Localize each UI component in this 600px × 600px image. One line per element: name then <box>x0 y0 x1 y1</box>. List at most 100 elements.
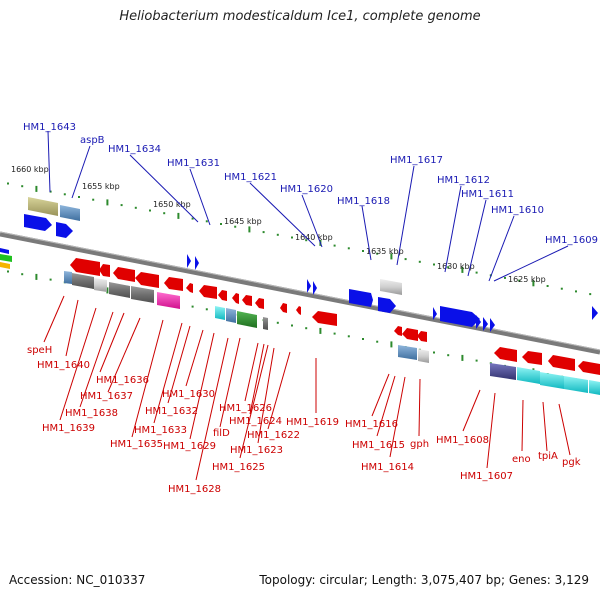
gene-block[interactable] <box>157 292 180 309</box>
gene-arrow[interactable] <box>56 222 73 238</box>
gene-label-HM1-1622[interactable]: HM1_1622 <box>247 430 300 441</box>
gene-arrow[interactable] <box>349 289 373 307</box>
gene-arrow[interactable] <box>187 254 191 268</box>
gene-label-HM1-1631[interactable]: HM1_1631 <box>167 158 220 169</box>
gene-arrow[interactable] <box>70 258 100 276</box>
gene-label-HM1-1626[interactable]: HM1_1626 <box>219 403 272 414</box>
gene-label-HM1-1621[interactable]: HM1_1621 <box>224 172 277 183</box>
gene-block[interactable] <box>0 262 10 269</box>
gene-arrow[interactable] <box>186 283 193 293</box>
gene-block[interactable] <box>263 317 268 330</box>
gene-block[interactable] <box>237 311 257 328</box>
gene-label-HM1-1635[interactable]: HM1_1635 <box>110 439 163 450</box>
gene-label-HM1-1623[interactable]: HM1_1623 <box>230 445 283 456</box>
reverse-strand-features <box>64 258 600 395</box>
gene-arrow[interactable] <box>99 264 110 277</box>
gene-arrow[interactable] <box>592 306 598 320</box>
gene-label-HM1-1640[interactable]: HM1_1640 <box>37 360 90 371</box>
gene-label-HM1-1611[interactable]: HM1_1611 <box>461 189 514 200</box>
gene-arrow[interactable] <box>476 315 481 329</box>
gene-label-HM1-1619[interactable]: HM1_1619 <box>286 417 339 428</box>
gene-arrow[interactable] <box>164 277 183 291</box>
gene-label-speH[interactable]: speH <box>27 345 52 356</box>
gene-arrow[interactable] <box>312 311 337 326</box>
gene-arrow[interactable] <box>378 297 396 313</box>
gene-arrow[interactable] <box>280 303 287 313</box>
gene-block[interactable] <box>109 282 130 298</box>
gene-arrow[interactable] <box>218 290 227 301</box>
gene-label-HM1-1637[interactable]: HM1_1637 <box>80 391 133 402</box>
gene-label-HM1-1615[interactable]: HM1_1615 <box>352 440 405 451</box>
gene-block[interactable] <box>380 279 402 295</box>
gene-block[interactable] <box>60 205 80 221</box>
gene-label-HM1-1643[interactable]: HM1_1643 <box>23 122 76 133</box>
gene-arrow[interactable] <box>232 293 239 304</box>
gene-label-eno[interactable]: eno <box>512 454 531 465</box>
gene-arrow[interactable] <box>242 295 252 306</box>
gene-arrow[interactable] <box>199 285 217 299</box>
gene-label-filD[interactable]: filD <box>213 428 230 439</box>
gene-arrow[interactable] <box>135 272 159 288</box>
gene-arrow[interactable] <box>433 307 437 320</box>
scale-label: 1640 kbp <box>295 233 333 242</box>
gene-block[interactable] <box>490 363 516 380</box>
gene-arrow[interactable] <box>0 248 9 254</box>
gene-label-HM1-1628[interactable]: HM1_1628 <box>168 484 221 495</box>
gene-label-HM1-1612[interactable]: HM1_1612 <box>437 175 490 186</box>
gene-block[interactable] <box>72 273 94 289</box>
gene-label-HM1-1624[interactable]: HM1_1624 <box>229 416 282 427</box>
gene-block[interactable] <box>94 278 107 292</box>
gene-arrow[interactable] <box>490 318 495 332</box>
gene-block[interactable] <box>226 308 236 323</box>
gene-label-HM1-1610[interactable]: HM1_1610 <box>491 205 544 216</box>
gene-arrow[interactable] <box>494 347 517 362</box>
gene-label-HM1-1607[interactable]: HM1_1607 <box>460 471 513 482</box>
gene-label-pgk[interactable]: pgk <box>562 457 581 468</box>
gene-block[interactable] <box>564 376 588 393</box>
gene-label-HM1-1608[interactable]: HM1_1608 <box>436 435 489 446</box>
gene-label-HM1-1620[interactable]: HM1_1620 <box>280 184 333 195</box>
gene-block[interactable] <box>517 367 540 384</box>
gene-label-HM1-1629[interactable]: HM1_1629 <box>163 441 216 452</box>
gene-label-gph[interactable]: gph <box>410 439 429 450</box>
gene-arrow[interactable] <box>296 306 301 315</box>
gene-arrow[interactable] <box>522 351 542 365</box>
gene-arrow[interactable] <box>313 281 317 295</box>
gene-arrow[interactable] <box>195 256 199 270</box>
gene-label-HM1-1630[interactable]: HM1_1630 <box>162 389 215 400</box>
gene-block[interactable] <box>540 372 564 389</box>
gene-label-HM1-1636[interactable]: HM1_1636 <box>96 375 149 386</box>
gene-label-HM1-1617[interactable]: HM1_1617 <box>390 155 443 166</box>
gene-arrow[interactable] <box>578 361 600 375</box>
gene-arrow[interactable] <box>113 267 135 282</box>
gene-block[interactable] <box>28 197 58 216</box>
gene-label-HM1-1639[interactable]: HM1_1639 <box>42 423 95 434</box>
gene-block[interactable] <box>131 286 154 303</box>
gene-label-HM1-1632[interactable]: HM1_1632 <box>145 406 198 417</box>
gene-label-HM1-1614[interactable]: HM1_1614 <box>361 462 414 473</box>
gene-block[interactable] <box>64 271 72 284</box>
gene-label-HM1-1625[interactable]: HM1_1625 <box>212 462 265 473</box>
gene-arrow[interactable] <box>548 355 575 371</box>
gene-block[interactable] <box>418 349 429 363</box>
gene-arrow[interactable] <box>417 331 427 342</box>
gene-arrow[interactable] <box>307 279 311 293</box>
gene-label-HM1-1618[interactable]: HM1_1618 <box>337 196 390 207</box>
gene-block[interactable] <box>589 380 600 395</box>
gene-block[interactable] <box>215 306 225 320</box>
gene-label-tpiA[interactable]: tpiA <box>538 451 558 462</box>
gene-block[interactable] <box>0 254 12 262</box>
gene-label-HM1-1609[interactable]: HM1_1609 <box>545 235 598 246</box>
gene-label-HM1-1638[interactable]: HM1_1638 <box>65 408 118 419</box>
gene-arrow[interactable] <box>402 328 418 341</box>
gene-label-HM1-1616[interactable]: HM1_1616 <box>345 419 398 430</box>
gene-label-HM1-1634[interactable]: HM1_1634 <box>108 144 161 155</box>
gene-arrow[interactable] <box>255 298 264 309</box>
gene-arrow[interactable] <box>483 317 488 331</box>
gene-label-aspB[interactable]: aspB <box>80 135 105 146</box>
gene-block[interactable] <box>398 345 417 360</box>
gene-label-HM1-1633[interactable]: HM1_1633 <box>134 425 187 436</box>
gene-arrow[interactable] <box>24 214 52 231</box>
gene-arrow[interactable] <box>440 306 480 327</box>
gene-arrow[interactable] <box>394 326 402 336</box>
